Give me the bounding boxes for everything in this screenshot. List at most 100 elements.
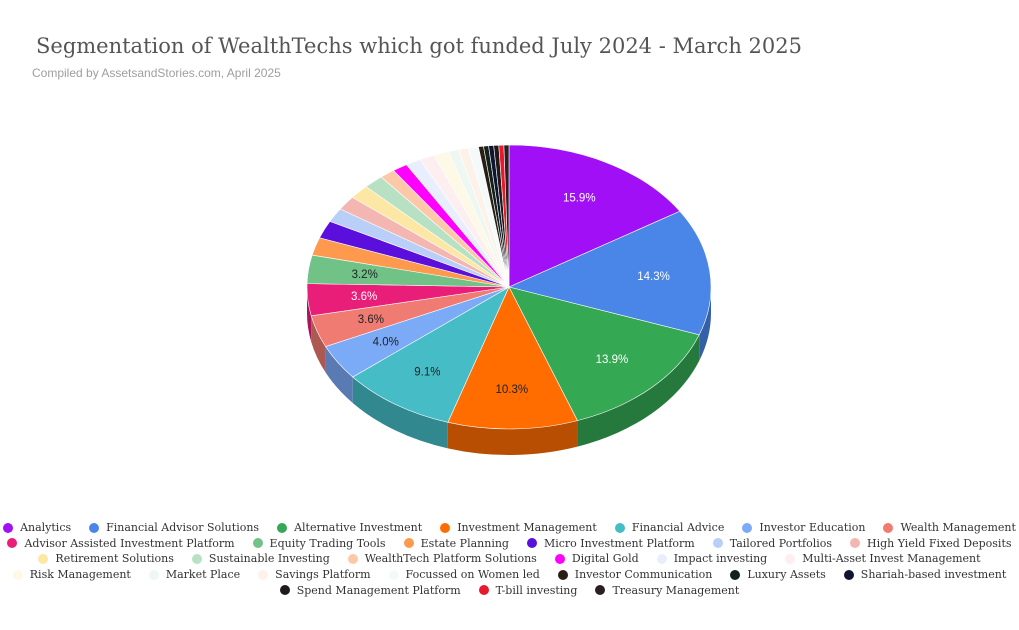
legend-item: Advisor Assisted Investment Platform	[7, 536, 235, 550]
legend-label: WealthTech Platform Solutions	[364, 552, 537, 566]
legend-label: T-bill investing	[495, 583, 578, 597]
legend-swatch	[843, 569, 854, 580]
legend-label: Investor Education	[759, 521, 866, 535]
legend-label: Impact investing	[673, 552, 768, 566]
pie-side-5	[352, 376, 448, 449]
legend-item: Luxury Assets	[730, 568, 826, 581]
legend-item: Treasury Management	[595, 584, 739, 597]
legend-label: Financial Advisor Solutions	[106, 521, 260, 535]
legend-label: Alternative Investment	[294, 521, 423, 535]
legend-swatch	[526, 538, 537, 549]
slice-percent-label: 14.3%	[637, 271, 670, 283]
legend-row: Retirement Solutions Sustainable Investin…	[10, 551, 1009, 567]
legend-swatch	[614, 522, 625, 533]
slice-percent-label: 4.0%	[373, 336, 399, 348]
legend-swatch	[595, 585, 606, 596]
legend-swatch	[656, 553, 667, 564]
legend-label: Financial Advice	[631, 521, 725, 535]
legend-swatch	[557, 569, 568, 580]
legend-label: Advisor Assisted Investment Platform	[24, 536, 235, 550]
legend-row: Risk Management Market Place Savings Platf…	[10, 567, 1009, 583]
legend-swatch	[554, 553, 565, 564]
legend-row: Analytics Financial Advisor Solutions Alte…	[3, 520, 1016, 536]
legend-label: Risk Management	[29, 568, 131, 582]
legend-label: Shariah-based investment	[860, 568, 1007, 582]
legend-item: Savings Platform	[258, 568, 371, 582]
legend-swatch	[478, 585, 489, 596]
legend-item: Market Place	[148, 568, 241, 582]
legend-item: Shariah-based investment	[843, 568, 1007, 582]
legend-item: Tailored Portfolios	[712, 536, 832, 550]
legend-swatch	[7, 538, 18, 549]
pie-top-layer	[306, 144, 712, 430]
pie-slice-5	[352, 286, 510, 423]
pie-label-layer: 15.9% 14.3% 13.9% 10.3% 9.1% 4.0% 3.6% 3.6% 3.2%	[351, 192, 670, 396]
legend-swatch	[440, 522, 451, 533]
legend-item: Alternative Investment	[277, 521, 422, 534]
pie-side-3	[577, 334, 700, 447]
chart-subtitle: Compiled by AssetsandStories.com, April …	[32, 66, 281, 80]
slice-percent-label: 3.6%	[358, 314, 384, 326]
legend-swatch	[148, 569, 159, 580]
legend-item: Sustainable Investing	[191, 552, 330, 566]
legend-swatch	[279, 585, 290, 596]
pie-slice-2	[508, 210, 712, 336]
pie-slice-1	[508, 144, 681, 288]
legend-swatch	[347, 553, 358, 564]
legend-label: Sustainable Investing	[208, 552, 330, 566]
legend-label: Micro Investment Platform	[543, 536, 695, 550]
pie-side-4	[447, 420, 578, 455]
legend-item: Analytics	[3, 521, 71, 534]
slice-percent-label: 13.9%	[596, 354, 629, 366]
legend-item: Estate Planning	[403, 536, 509, 550]
pie-side-7	[311, 315, 326, 373]
legend-item: Multi-Asset Invest Management	[785, 552, 981, 565]
legend-label: Wealth Management	[900, 521, 1016, 535]
slice-percent-label: 10.3%	[495, 384, 528, 396]
legend-label: Treasury Management	[612, 583, 740, 597]
pie-side-layer	[307, 287, 711, 455]
slice-percent-label: 3.6%	[351, 291, 377, 303]
legend-swatch	[388, 569, 399, 580]
legend-item: Financial Advisor Solutions	[89, 521, 259, 534]
pie-side-2	[699, 287, 711, 361]
legend-label: Market Place	[165, 568, 241, 582]
legend-label: Spend Management Platform	[296, 583, 461, 597]
pie-side-6	[325, 346, 353, 403]
legend-item: Spend Management Platform	[279, 583, 461, 597]
legend-label: Investor Communication	[574, 568, 713, 582]
legend-item: T-bill investing	[478, 583, 578, 597]
pie-slice-4	[447, 286, 578, 430]
chart-legend: Analytics Financial Advisor Solutions Alte…	[3, 520, 1016, 598]
legend-label: Equity Trading Tools	[269, 536, 386, 550]
legend-swatch	[12, 569, 23, 580]
legend-item: Focussed on Women led	[388, 568, 540, 582]
legend-swatch	[883, 522, 894, 533]
legend-item: Micro Investment Platform	[526, 536, 695, 550]
legend-label: Tailored Portfolios	[729, 536, 832, 550]
legend-item: Impact investing	[656, 552, 768, 566]
legend-swatch	[742, 522, 753, 533]
legend-swatch	[89, 522, 100, 533]
slice-percent-label: 9.1%	[414, 367, 440, 379]
legend-swatch	[403, 538, 414, 549]
legend-swatch	[785, 553, 796, 564]
legend-swatch	[712, 538, 723, 549]
legend-item: Retirement Solutions	[38, 552, 174, 565]
legend-label: Focussed on Women led	[405, 568, 540, 582]
legend-label: Estate Planning	[420, 536, 509, 550]
legend-swatch	[277, 522, 288, 533]
legend-item: Investor Education	[742, 521, 865, 534]
legend-swatch	[850, 538, 860, 549]
pie-chart: 15.9% 14.3% 13.9% 10.3% 9.1% 4.0% 3.6% 3.6% 3.2%	[306, 144, 712, 455]
legend-swatch	[258, 569, 269, 580]
legend-item: Equity Trading Tools	[252, 536, 386, 550]
legend-row: Advisor Assisted Investment Platform Equi…	[7, 536, 1012, 552]
legend-item: Digital Gold	[554, 552, 639, 565]
pie-slice-29	[503, 144, 510, 288]
legend-item: Wealth Management	[883, 521, 1016, 535]
legend-label: Savings Platform	[275, 568, 371, 582]
legend-item: Risk Management	[12, 568, 131, 582]
legend-swatch	[38, 553, 49, 564]
legend-item: WealthTech Platform Solutions	[347, 552, 537, 566]
